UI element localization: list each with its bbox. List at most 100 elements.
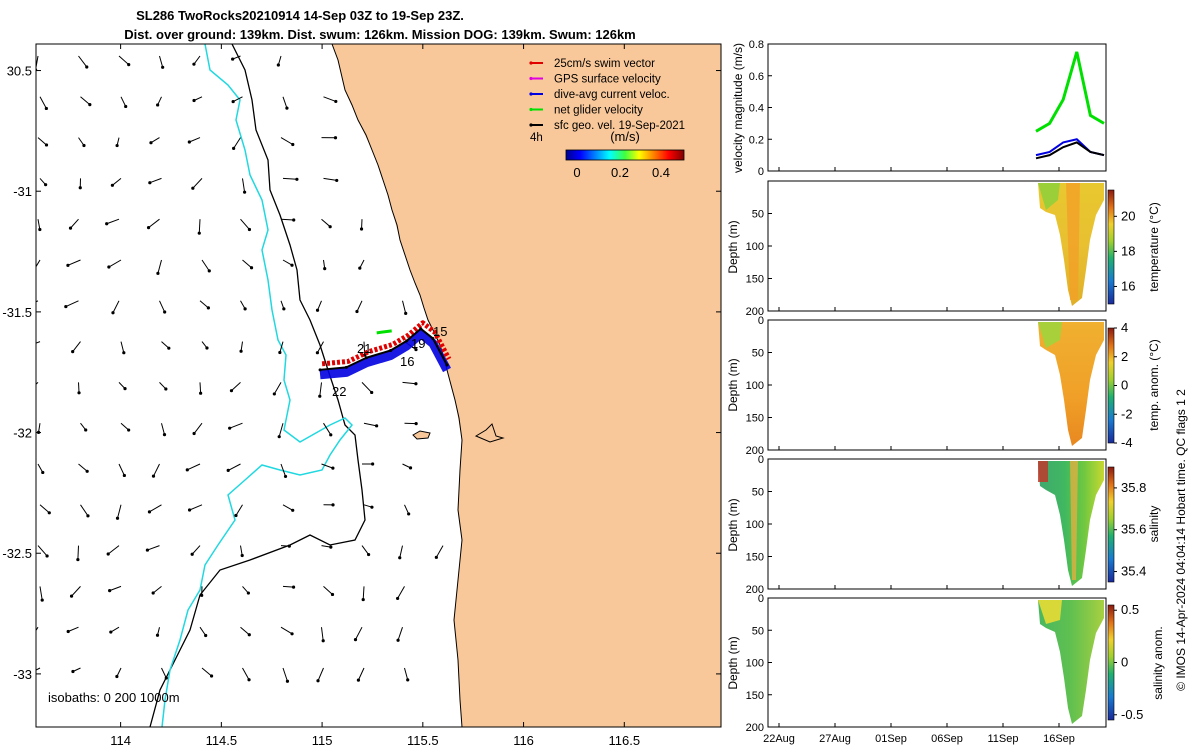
vector-arrow [80,504,89,517]
temperature-cbar-label: temperature (°C) [1147,202,1161,292]
vector-head [285,679,290,683]
day-label-22: 22 [332,384,346,399]
vector-head [44,143,49,147]
vector-head [167,346,171,350]
sal-anom-shallow [1038,600,1062,624]
vector-arrow [397,627,403,641]
vector-head [122,473,126,478]
velocity-ylabel: velocity magnitude (m/s) [731,43,745,173]
velocity-frame [767,43,1107,172]
vector-head [111,311,115,315]
vector-arrow [189,504,203,511]
vector-arrow [65,300,79,308]
vector-arrow [159,55,164,68]
vector-head [287,544,291,548]
time-tick-label: 11Sep [988,733,1019,745]
vector-head [331,503,335,507]
time-tick-label: 01Sep [875,733,907,745]
vector-arrow [231,382,241,392]
lat-tick-label: -32 [13,426,32,441]
vector-arrow [36,626,39,632]
day-label-21: 21 [357,341,371,356]
vector-arrow [36,259,41,268]
vector-head [291,508,295,512]
vector-head [84,428,88,432]
vector-head [151,474,156,478]
vector-head [228,426,232,430]
track-point [445,363,449,367]
vector-head [164,387,168,391]
vector-arrow [317,667,324,681]
vector-head [66,263,70,267]
colorbar-tick-0: 0 [573,165,580,180]
vector-head [353,637,358,642]
vector-head [371,462,375,466]
vector-arrow [77,545,79,560]
isobath-200m [149,44,366,727]
vector-head [404,311,408,316]
vector-arrow [233,137,241,149]
vector-head [122,351,126,355]
vector-arrow [282,177,297,180]
vector-head [30,636,33,639]
map-legend: 25cm/s swim vector GPS surface velocity di… [529,58,685,180]
vector-head [204,633,208,638]
vector-arrow [199,300,209,309]
vector-arrow [229,422,243,429]
vector-arrow [240,218,250,230]
vector-head [185,468,189,472]
vector-head [115,674,119,679]
vector-arrow [282,259,293,266]
vector-head [277,435,281,439]
vel-tick-label: 0.2 [749,134,764,146]
depth-tick-label: 50 [752,209,764,221]
vector-arrow [240,545,243,556]
temp-anom-panel: Depth (m) 0 50 100 150 200 4 2 0 -2 -4 temp. ano… [726,315,1161,457]
vector-arrow [78,463,88,472]
depth-tick-label: 0 [758,315,764,327]
vector-head [148,181,152,185]
temperature-ylabel: Depth (m) [726,220,740,273]
vector-arrow [361,382,373,393]
vector-arrow [148,218,160,229]
vector-head [292,218,296,222]
vector-arrow [120,422,129,431]
colorbar-tick-1: 0.2 [611,165,629,180]
vector-arrow [321,463,334,469]
vector-arrow [356,300,363,312]
day-label-16: 16 [400,354,414,369]
vector-arrow [198,219,201,234]
vector-head [197,231,201,235]
temperature-colorbar [1107,189,1115,305]
legend-swatch-head [529,61,533,65]
vector-head [86,514,90,518]
vector-arrow [39,586,43,601]
velocity-line [1035,141,1105,160]
salinity-core [1070,461,1078,580]
vector-arrow [282,585,294,588]
vector-arrow [273,382,282,395]
vector-head [231,57,235,61]
vector-head [187,140,191,144]
salinity-ylabel: Depth (m) [726,498,740,551]
sal-anom-cbar-label: salinity anom. [1151,626,1165,699]
vector-arrow [280,218,294,221]
sal-anom-section [1038,600,1104,724]
vector-arrow [161,341,170,349]
legend-4h: 4h [530,132,543,144]
title-line-1: SL286 TwoRocks20210914 14-Sep 03Z to 19-… [136,8,464,23]
legend-swatch-head [529,123,533,127]
track-point [389,349,393,353]
vector-arrow [36,667,41,671]
day-label-15: 15 [433,324,447,339]
cbar-tick-label: 0.5 [1121,602,1139,617]
vel-tick-label: 0 [758,166,764,178]
lat-tick-label: -32.5 [2,546,32,561]
vector-head [192,62,196,66]
vector-arrow [106,218,120,225]
title-line-2: Dist. over ground: 139km. Dist. swum: 12… [124,27,636,42]
cbar-tick-label: 0 [1121,655,1128,670]
vector-head [115,516,120,520]
vector-head [78,186,82,190]
cbar-tick-label: 35.8 [1121,480,1146,495]
